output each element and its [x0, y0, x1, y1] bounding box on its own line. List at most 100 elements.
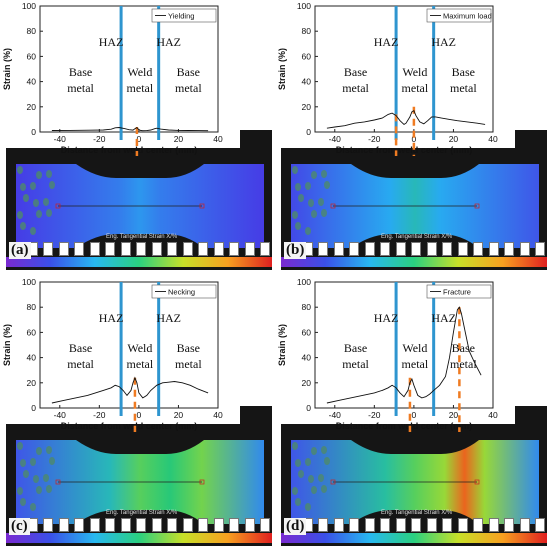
y-tick-label: 100	[297, 1, 311, 11]
y-tick-label: 80	[27, 26, 37, 36]
y-tick-label: 0	[306, 403, 311, 413]
colorbar-tick	[364, 242, 375, 256]
legend-label: Yielding	[168, 12, 194, 21]
weld-metal-label: Weld	[402, 341, 427, 355]
dic-specimen-svg	[291, 440, 539, 524]
colorbar-strip	[281, 533, 547, 543]
extensometer-marker	[55, 203, 61, 209]
colorbar-tick	[120, 242, 131, 256]
legend-label: Fracture	[443, 288, 471, 297]
colorbar-tick	[151, 518, 162, 532]
plot-frame	[39, 281, 219, 409]
speckle-mark	[321, 446, 327, 454]
colorbar-tick	[167, 518, 177, 532]
x-tick-label: 20	[174, 410, 184, 420]
speckle-mark	[46, 485, 52, 493]
base-metal-label: Base	[452, 341, 475, 355]
haz-label: HAZ	[99, 35, 124, 49]
weld-metal-label: metal	[402, 357, 429, 371]
y-tick-label: 60	[27, 327, 37, 337]
colorbar-tick	[105, 242, 115, 256]
x-tick-label: -40	[54, 410, 67, 420]
speckle-mark	[324, 181, 330, 189]
speckle-mark	[23, 194, 29, 202]
colorbar-tick	[411, 242, 421, 256]
colorbar-tick	[167, 242, 177, 256]
y-tick-label: 100	[22, 1, 36, 11]
speckle-mark	[292, 211, 298, 219]
panel-letter: (a)	[9, 242, 31, 259]
speckle-mark	[20, 222, 26, 230]
colorbar-tick	[349, 242, 359, 256]
haz-label: HAZ	[431, 311, 456, 325]
legend-box	[151, 8, 217, 23]
colorbar-tick	[442, 242, 452, 256]
speckle-mark	[36, 447, 42, 455]
colorbar-tick	[198, 518, 208, 532]
colorbar-tick	[411, 518, 421, 532]
base-metal-label: metal	[450, 81, 477, 95]
colorbar-tick	[213, 518, 224, 532]
speckle-mark	[321, 209, 327, 217]
panel-letter: (d)	[284, 518, 307, 535]
speckle-mark	[305, 182, 311, 190]
speckle-mark	[36, 210, 42, 218]
x-tick-label: -20	[93, 134, 106, 144]
colorbar-tick	[504, 242, 514, 256]
y-tick-label: 40	[302, 353, 312, 363]
colorbar-tick	[213, 242, 224, 256]
speckle-mark	[295, 183, 301, 191]
plot-frame	[314, 5, 494, 133]
speckle-mark	[36, 171, 42, 179]
y-tick-label: 20	[27, 378, 37, 388]
colorbar-tick	[198, 242, 208, 256]
base-metal-label: Base	[177, 341, 200, 355]
colorbar-tick	[380, 242, 390, 256]
speckle-mark	[20, 459, 26, 467]
colorbar-tick	[318, 242, 328, 256]
y-tick-label: 60	[27, 51, 37, 61]
colorbar-tick	[333, 518, 344, 532]
x-axis-label: Distance from weld center (mm)	[61, 145, 198, 155]
colorbar-tick	[395, 242, 406, 256]
base-metal-label: Base	[452, 65, 475, 79]
speckle-mark	[33, 475, 39, 483]
x-tick-label: -20	[368, 134, 381, 144]
speckle-mark	[46, 170, 52, 178]
strain-chart: 0 20 40 60 80 100 -40 -20 0 20 40 Strain (%) Distanc…	[277, 276, 515, 432]
colorbar-tick	[318, 518, 328, 532]
x-tick-label: 40	[213, 410, 223, 420]
speckle-mark	[30, 503, 36, 511]
speckle-mark	[295, 222, 301, 230]
haz-label: HAZ	[99, 311, 124, 325]
colorbar-tick	[182, 242, 193, 256]
base-metal-label: Base	[177, 65, 200, 79]
speckle-mark	[17, 487, 23, 495]
colorbar-tick	[182, 518, 193, 532]
speckle-mark	[321, 170, 327, 178]
speckle-mark	[311, 171, 317, 179]
colorbar-tick	[442, 518, 452, 532]
speckle-mark	[36, 486, 42, 494]
y-axis-label: Strain (%)	[2, 48, 12, 90]
colorbar-tick	[473, 242, 483, 256]
legend-box	[426, 284, 492, 299]
colorbar-tick	[488, 518, 499, 532]
speckle-mark	[20, 183, 26, 191]
x-tick-label: 0	[137, 134, 142, 144]
y-tick-label: 0	[31, 127, 36, 137]
y-tick-label: 100	[297, 277, 311, 287]
speckle-mark	[295, 498, 301, 506]
colorbar-title: Eng. Tangential Strain X/%	[106, 234, 178, 240]
panel-letter: (c)	[9, 518, 30, 535]
series-line-c	[51, 376, 209, 404]
dic-specimen-svg	[291, 164, 539, 248]
x-tick-label: -40	[329, 410, 342, 420]
y-tick-label: 40	[27, 353, 37, 363]
legend-box	[151, 284, 217, 299]
weld-metal-label: metal	[402, 81, 429, 95]
y-tick-label: 0	[31, 403, 36, 413]
dic-specimen-svg	[16, 440, 264, 524]
speckle-mark	[20, 498, 26, 506]
extensometer-marker	[330, 203, 336, 209]
